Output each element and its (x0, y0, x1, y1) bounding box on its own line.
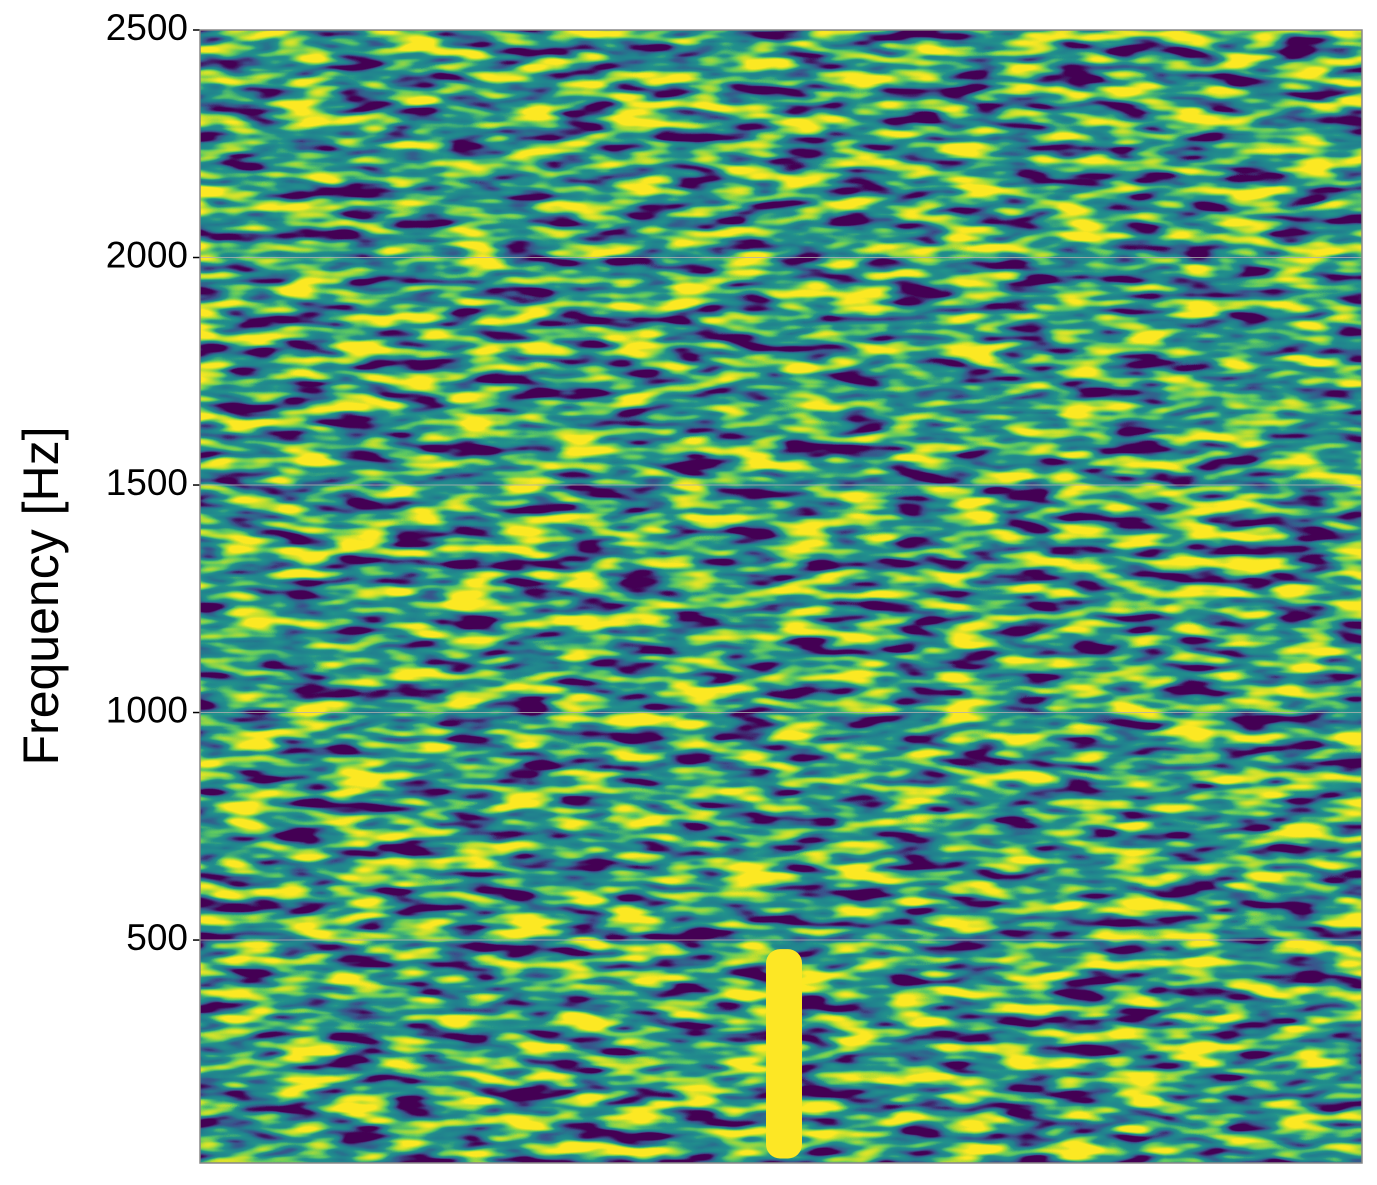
signal-band (766, 949, 802, 1159)
y-tick-label: 2500 (106, 7, 188, 48)
y-axis-label: Frequency [Hz] (13, 426, 69, 765)
y-tick-label: 1500 (106, 462, 188, 503)
y-tick-label: 500 (126, 917, 188, 958)
y-tick-label: 1000 (106, 689, 188, 730)
plot-frame (199, 29, 1363, 1164)
y-tick-label: 2000 (106, 234, 188, 275)
